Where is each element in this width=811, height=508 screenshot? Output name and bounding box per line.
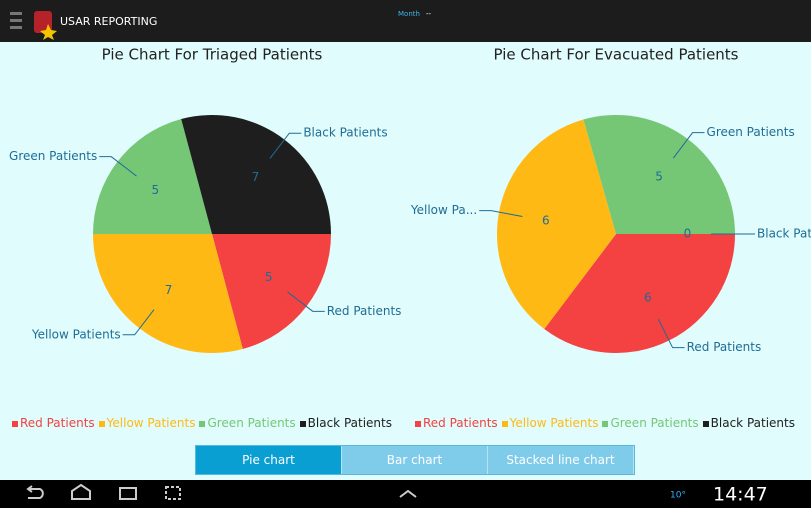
leader-line <box>122 309 155 336</box>
legend-swatch <box>501 420 508 427</box>
app-icon <box>34 11 57 40</box>
legend-swatch <box>415 420 421 427</box>
filter-value[interactable]: -- <box>426 10 432 18</box>
tab-bar: Pie chart Bar chart Stacked line chart <box>195 445 635 475</box>
leader-line <box>479 210 523 217</box>
leader-line <box>269 132 302 159</box>
pie-slice <box>583 115 735 234</box>
leader-line <box>672 132 705 159</box>
legend-swatch <box>602 420 609 427</box>
chart-title: Pie Chart For Triaged Patients <box>102 46 323 64</box>
legend-item: Green Patients <box>199 416 296 430</box>
slice-label: Green Patients <box>707 125 795 139</box>
legend-swatch <box>199 420 206 427</box>
legend: Red Patients Yellow Patients Green Patient… <box>415 416 795 430</box>
pie-slice <box>181 115 332 234</box>
tab[interactable]: Pie chart <box>196 446 342 474</box>
legend-label: Green Patients <box>610 416 699 430</box>
filter-label[interactable]: Month <box>398 10 420 18</box>
pie-slice <box>93 234 243 353</box>
slice-label: Red Patients <box>327 304 402 318</box>
menu-icon[interactable] <box>10 12 22 29</box>
slice-value: 7 <box>165 283 173 297</box>
slice-label: Black Pat... <box>757 227 811 241</box>
legend-item: Green Patients <box>602 416 699 430</box>
legend-label: Red Patients <box>423 416 498 430</box>
slice-value: 5 <box>265 270 273 284</box>
legend-label: Yellow Patients <box>106 416 196 430</box>
home-button[interactable] <box>71 483 91 500</box>
tab[interactable]: Stacked line chart <box>488 446 634 474</box>
leader-line <box>287 291 325 312</box>
recent-button[interactable] <box>119 487 137 500</box>
pie-slice <box>93 119 212 234</box>
slice-label: Yellow Pa... <box>410 203 477 217</box>
legend-swatch <box>299 420 306 427</box>
legend-item: Red Patients <box>415 416 498 430</box>
slice-value: 7 <box>252 170 260 184</box>
slice-label: Red Patients <box>687 340 762 354</box>
slice-label: Green Patients <box>9 149 97 163</box>
pie-slice <box>497 119 616 329</box>
legend-item: Yellow Patients <box>501 416 599 430</box>
legend-label: Black Patients <box>307 416 392 430</box>
slice-label: Yellow Patients <box>31 327 121 341</box>
slice-value: 5 <box>655 170 663 184</box>
slice-value: 6 <box>542 213 550 227</box>
legend-swatch <box>98 420 105 427</box>
legend-label: Red Patients <box>20 416 95 430</box>
legend-label: Black Patients <box>710 416 795 430</box>
legend: Red Patients Yellow Patients Green Patient… <box>12 416 392 430</box>
pie-slice <box>544 234 735 353</box>
leader-line <box>657 318 685 349</box>
app-title: USAR REPORTING <box>60 15 157 28</box>
legend-item: Black Patients <box>702 416 795 430</box>
legend-label: Green Patients <box>207 416 296 430</box>
clock: 14:47 <box>713 484 768 506</box>
legend-item: Red Patients <box>12 416 95 430</box>
app-bar <box>0 0 811 42</box>
leader-line <box>99 156 137 177</box>
tab[interactable]: Bar chart <box>342 446 488 474</box>
legend-swatch <box>702 420 709 427</box>
pie-slice <box>212 234 331 349</box>
slice-value: 5 <box>152 183 160 197</box>
legend-label: Yellow Patients <box>509 416 599 430</box>
slice-value: 6 <box>644 290 652 304</box>
chart-title: Pie Chart For Evacuated Patients <box>493 46 738 64</box>
legend-swatch <box>12 420 18 427</box>
slice-label: Black Patients <box>303 126 387 140</box>
slice-value: 0 <box>684 227 692 241</box>
legend-item: Black Patients <box>299 416 392 430</box>
screenshot-button[interactable] <box>165 486 181 500</box>
back-button[interactable] <box>26 485 44 499</box>
temperature: 10° <box>670 491 686 501</box>
expand-button[interactable] <box>399 489 417 498</box>
legend-item: Yellow Patients <box>98 416 196 430</box>
